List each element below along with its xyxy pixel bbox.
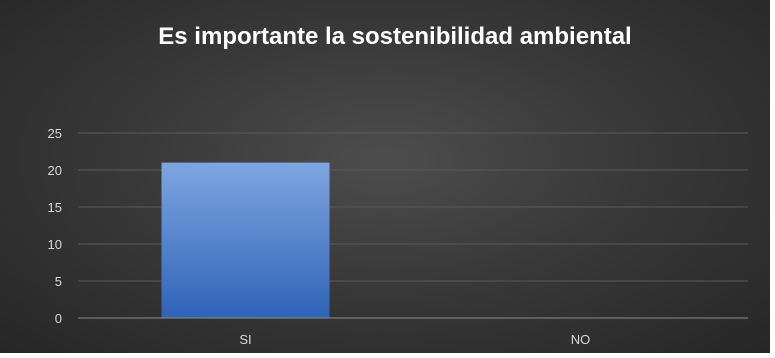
y-axis-tick-labels: 0 5 10 15 20 25 bbox=[48, 126, 62, 326]
chart-area: Es importante la sostenibilidad ambienta… bbox=[0, 0, 770, 353]
y-tick-label: 5 bbox=[55, 274, 62, 289]
y-tick-label: 15 bbox=[48, 200, 62, 215]
x-tick-label-si: SI bbox=[239, 332, 251, 347]
y-tick-label: 25 bbox=[48, 126, 62, 141]
x-axis-tick-labels: SI NO bbox=[239, 332, 590, 347]
y-tick-label: 10 bbox=[48, 237, 62, 252]
bar-si bbox=[161, 162, 330, 318]
bar-chart: Es importante la sostenibilidad ambienta… bbox=[47, 23, 748, 347]
y-tick-label: 0 bbox=[55, 311, 62, 326]
y-tick-label: 20 bbox=[48, 163, 62, 178]
bars bbox=[161, 162, 330, 318]
chart-title: Es importante la sostenibilidad ambienta… bbox=[158, 23, 631, 50]
x-tick-label-no: NO bbox=[571, 332, 591, 347]
